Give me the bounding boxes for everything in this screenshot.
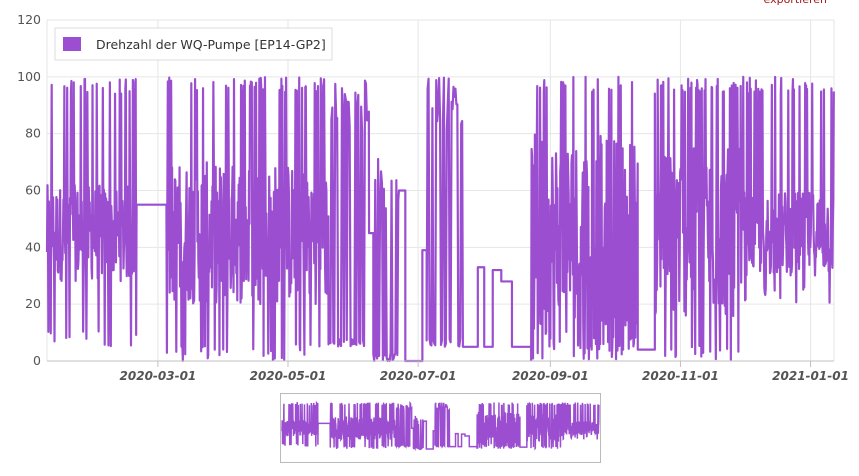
x-axis-ticks: 2020-03-01 2020-05-01 2020-07-01 2020-09-01… <box>120 361 849 383</box>
x-tick-label: 2020-11-01 <box>642 369 719 383</box>
chart-series-line <box>45 75 835 363</box>
chart-legend[interactable]: Drehzahl der WQ-Pumpe [EP14-GP2] <box>54 27 333 61</box>
x-tick-label: 2020-03-01 <box>120 369 197 383</box>
legend-box <box>54 27 333 61</box>
x-tick-label: 2020-09-01 <box>512 369 589 383</box>
y-tick-label: 0 <box>33 353 41 368</box>
y-tick-label: 80 <box>25 126 41 141</box>
x-tick-label: 2020-05-01 <box>250 369 327 383</box>
x-tick-label: 2021-01-01 <box>772 369 849 383</box>
navigator-chart[interactable] <box>280 393 601 463</box>
y-tick-label: 40 <box>25 239 41 254</box>
y-axis-ticks: 0 20 40 60 80 100 120 <box>17 12 41 368</box>
x-tick-label: 2020-07-01 <box>380 369 457 383</box>
chart-series-group <box>45 75 835 363</box>
navigator-series-line <box>281 400 600 451</box>
y-tick-label: 60 <box>25 183 41 198</box>
y-tick-label: 20 <box>25 296 41 311</box>
export-link[interactable]: exportieren <box>764 0 827 6</box>
y-tick-label: 100 <box>17 69 41 84</box>
legend-label: Drehzahl der WQ-Pumpe [EP14-GP2] <box>96 37 326 52</box>
y-tick-label: 120 <box>17 12 41 27</box>
legend-swatch[interactable] <box>63 37 81 51</box>
